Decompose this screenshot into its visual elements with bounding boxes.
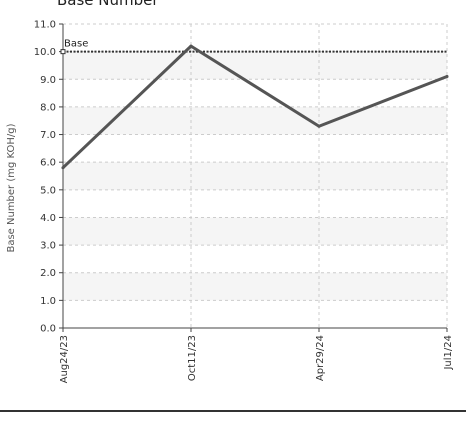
y-tick-label: 2.0 — [40, 268, 56, 279]
x-tick-label: Aug24/23 — [59, 335, 70, 383]
y-tick-label: 10.0 — [34, 47, 56, 58]
y-tick-label: 5.0 — [40, 185, 56, 196]
background-bands — [63, 51, 447, 301]
background-band — [63, 106, 447, 135]
y-tick-label: 1.0 — [40, 296, 56, 307]
x-tick-label: Apr29/24 — [315, 335, 326, 381]
x-tick-label: Oct11/23 — [187, 335, 198, 381]
bottom-divider — [0, 410, 466, 412]
y-tick-label: 0.0 — [40, 324, 56, 335]
background-band — [63, 162, 447, 190]
reference-marker — [60, 49, 66, 55]
x-axis-ticks: Aug24/23 Oct11/23 Apr29/24 Jul1/24 — [59, 328, 454, 383]
data-point — [445, 75, 449, 79]
y-tick-label: 4.0 — [40, 213, 56, 224]
background-band — [63, 272, 447, 301]
background-band — [63, 217, 447, 246]
chart-title: Base Number — [57, 0, 159, 9]
y-axis-ticks: 0.0 1.0 2.0 3.0 4.0 5.0 6.0 7.0 8.0 9.0 10.0 11.0 — [34, 20, 63, 335]
y-tick-label: 7.0 — [40, 130, 56, 141]
reference-line-group: Base — [60, 39, 447, 55]
series-line — [61, 44, 449, 170]
x-tick-label: Jul1/24 — [443, 335, 454, 371]
y-axis-label: Base Number (mg KOH/g) — [6, 123, 17, 252]
y-tick-label: 8.0 — [40, 102, 56, 113]
y-tick-label: 9.0 — [40, 75, 56, 86]
y-tick-label: 3.0 — [40, 241, 56, 252]
background-band — [63, 51, 447, 80]
reference-label: Base — [64, 39, 88, 50]
series-group — [61, 44, 449, 170]
y-tick-label: 11.0 — [34, 20, 56, 31]
y-tick-label: 6.0 — [40, 158, 56, 169]
data-point — [61, 166, 65, 170]
gridlines — [62, 23, 448, 329]
data-point — [317, 124, 321, 128]
axes — [62, 24, 447, 329]
data-point — [189, 44, 193, 48]
